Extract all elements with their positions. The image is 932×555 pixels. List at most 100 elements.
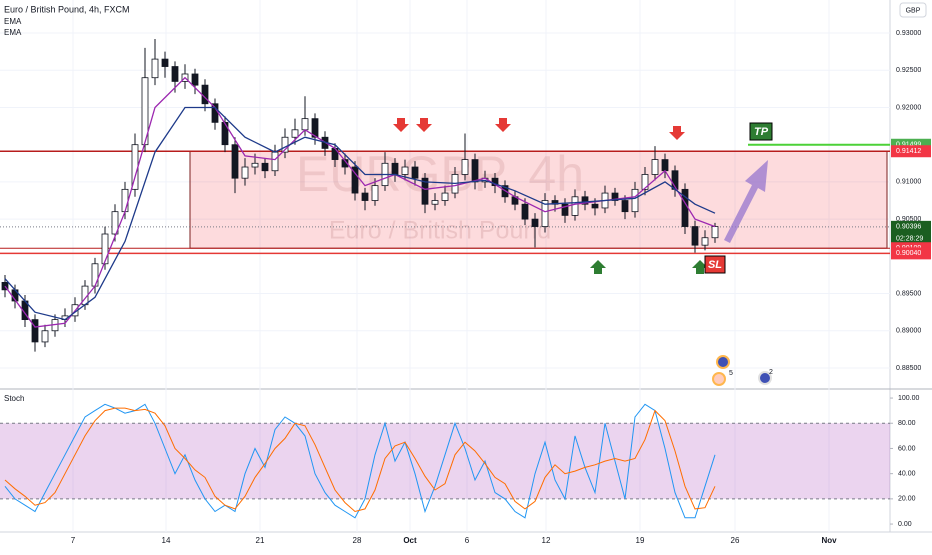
tp-box: [749, 122, 773, 141]
price-label: 0.90396: [896, 224, 921, 231]
countdown: 02:28:29: [896, 236, 923, 243]
candle-body: [521, 203, 529, 220]
x-tick-label: Nov: [821, 536, 837, 545]
price-label-box: [891, 145, 931, 158]
candle-body: [141, 77, 149, 146]
stoch-tick-label: 60.00: [898, 445, 916, 452]
candle-body: [591, 203, 599, 209]
stoch-tick-label: 80.00: [898, 420, 916, 427]
watermark-subtitle: Euro / British Pound: [329, 217, 551, 245]
candle-body: [261, 162, 269, 172]
sell-arrows: [393, 118, 685, 140]
candle-body: [271, 151, 279, 172]
x-tick-label: 6: [465, 536, 470, 545]
candle-body: [221, 121, 229, 146]
up-arrow: [692, 260, 708, 274]
candle-body: [291, 129, 299, 138]
event-count: 2: [769, 369, 773, 376]
candle-body: [401, 166, 409, 175]
x-tick-label: 28: [353, 536, 362, 545]
x-tick-label: 14: [162, 536, 171, 545]
candle-body: [111, 211, 119, 235]
stoch-tick-label: 0.00: [898, 521, 912, 528]
sl-box: [704, 255, 726, 274]
marks: [0, 39, 890, 519]
candle-body: [391, 162, 399, 175]
y-tick-label: 0.91000: [896, 179, 921, 186]
candle-body: [41, 330, 49, 343]
candle-body: [621, 200, 629, 213]
x-tick-label: 19: [636, 536, 645, 545]
event-icon: [758, 371, 772, 385]
x-tick-label: 21: [256, 536, 265, 545]
candle-body: [101, 233, 109, 265]
stoch-line: [4, 407, 716, 513]
y-tick-label: 0.88500: [896, 365, 921, 372]
candle-body: [651, 159, 659, 175]
candle-body: [611, 192, 619, 201]
candle-body: [461, 159, 469, 175]
up-arrow: [590, 260, 606, 274]
candle-body: [711, 226, 719, 239]
candle-body: [281, 136, 289, 153]
candle-body: [311, 118, 319, 138]
symbol-title: Euro / British Pound, 4h, FXCM: [4, 4, 130, 14]
buy-arrows: [590, 260, 708, 274]
price-label: 0.91499: [896, 142, 921, 149]
event-icon: [716, 355, 730, 369]
candle-body: [441, 192, 449, 201]
candle-body: [241, 166, 249, 179]
candle-body: [231, 144, 239, 179]
candle-body: [371, 185, 379, 201]
candle-body: [151, 58, 159, 79]
candle-body: [351, 166, 359, 194]
stoch-title: Stoch: [4, 394, 24, 403]
y-tick-label: 0.89500: [896, 290, 921, 297]
y-tick-label: 0.90500: [896, 216, 921, 223]
x-tick-label: Oct: [403, 536, 417, 545]
event-count: 5: [729, 370, 733, 377]
down-arrow: [393, 118, 409, 132]
event-icon: [712, 372, 726, 386]
candle-body: [301, 118, 309, 131]
stoch-tick-label: 20.00: [898, 496, 916, 503]
y-tick-label: 0.92000: [896, 104, 921, 111]
candle-body: [411, 166, 419, 179]
candle-body: [471, 159, 479, 183]
currency-badge[interactable]: [899, 2, 927, 18]
candle-body: [431, 200, 439, 205]
range-zone: [189, 150, 888, 249]
candle-body: [421, 177, 429, 205]
x-tick-label: 12: [542, 536, 551, 545]
down-arrow: [416, 118, 432, 132]
price-label-box: [891, 220, 931, 245]
candle-body: [341, 159, 349, 168]
currency-label[interactable]: GBP: [906, 7, 921, 14]
price-label-box: [891, 247, 931, 260]
watermark: EURGBP, 4h: [296, 146, 584, 202]
candle-body: [251, 162, 259, 168]
candle-body: [211, 103, 219, 123]
candle-body: [121, 188, 129, 213]
candle-body: [91, 263, 99, 287]
stoch-tick-label: 100.00: [898, 395, 920, 402]
candle-body: [541, 200, 549, 227]
candle-body: [191, 73, 199, 86]
sl-label: SL: [708, 259, 722, 271]
candle-body: [631, 188, 639, 213]
ema-line: [4, 106, 716, 321]
candle-body: [701, 237, 709, 246]
price-label: 0.90040: [896, 250, 921, 257]
y-tick-label: 0.93000: [896, 30, 921, 37]
candle-body: [201, 84, 209, 105]
y-tick-label: 0.89000: [896, 328, 921, 335]
candle-body: [661, 159, 669, 172]
candle-body: [641, 174, 649, 190]
candle-body: [171, 66, 179, 82]
candle-body: [31, 319, 39, 343]
down-arrow: [669, 126, 685, 140]
candle-body: [691, 226, 699, 246]
y-tick-label: 0.92500: [896, 67, 921, 74]
